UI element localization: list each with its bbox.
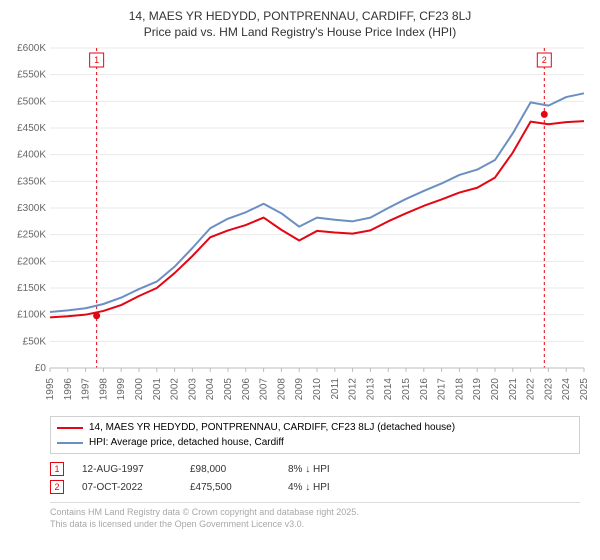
sale-price: £475,500 — [190, 482, 270, 493]
x-tick-label: 2005 — [223, 378, 234, 401]
y-tick-label: £100K — [17, 310, 46, 321]
sale-marker-index: 1 — [94, 55, 99, 65]
x-tick-label: 1998 — [98, 378, 109, 401]
legend-swatch — [57, 427, 83, 429]
x-tick-label: 2015 — [401, 378, 412, 401]
x-tick-label: 2020 — [490, 378, 501, 401]
x-tick-label: 2003 — [187, 378, 198, 401]
x-tick-label: 2000 — [134, 378, 145, 401]
x-tick-label: 2013 — [365, 378, 376, 401]
sale-row: 2 07-OCT-2022 £475,500 4% ↓ HPI — [50, 478, 580, 496]
x-tick-label: 1995 — [45, 378, 56, 401]
x-tick-label: 1996 — [63, 378, 74, 401]
x-tick-label: 2011 — [330, 378, 341, 400]
x-tick-label: 2023 — [543, 378, 554, 401]
y-tick-label: £550K — [17, 70, 46, 81]
x-tick-label: 2019 — [472, 378, 483, 401]
sale-delta-vs-hpi: 8% ↓ HPI — [288, 464, 368, 475]
y-tick-label: £200K — [17, 257, 46, 268]
sale-marker-index: 2 — [542, 55, 547, 65]
x-tick-label: 2010 — [312, 378, 323, 401]
sale-delta-vs-hpi: 4% ↓ HPI — [288, 482, 368, 493]
sales-table: 1 12-AUG-1997 £98,000 8% ↓ HPI 2 07-OCT-2022 £… — [50, 460, 580, 496]
legend-swatch — [57, 442, 83, 444]
x-tick-label: 2009 — [294, 378, 305, 401]
x-tick-label: 2007 — [259, 378, 270, 401]
x-tick-label: 2021 — [508, 378, 519, 401]
sale-row: 1 12-AUG-1997 £98,000 8% ↓ HPI — [50, 460, 580, 478]
chart-title-line1: 14, MAES YR HEDYDD, PONTPRENNAU, CARDIFF… — [8, 8, 592, 24]
y-tick-label: £250K — [17, 230, 46, 241]
y-tick-label: £450K — [17, 123, 46, 134]
price-chart-container: 14, MAES YR HEDYDD, PONTPRENNAU, CARDIFF… — [8, 8, 592, 531]
sale-date: 12-AUG-1997 — [82, 464, 172, 475]
y-tick-label: £600K — [17, 44, 46, 54]
x-tick-label: 2018 — [454, 378, 465, 401]
x-tick-label: 2001 — [152, 378, 163, 401]
legend-row: 14, MAES YR HEDYDD, PONTPRENNAU, CARDIFF… — [57, 420, 573, 435]
y-tick-label: £300K — [17, 203, 46, 214]
y-tick-label: £400K — [17, 150, 46, 161]
x-tick-label: 2017 — [437, 378, 448, 401]
sale-point-dot — [541, 111, 548, 118]
x-tick-label: 2025 — [579, 378, 590, 401]
sale-date: 07-OCT-2022 — [82, 482, 172, 493]
legend-label: HPI: Average price, detached house, Card… — [89, 435, 284, 450]
sale-index-box: 1 — [50, 462, 64, 476]
x-tick-label: 2014 — [383, 378, 394, 401]
sale-price: £98,000 — [190, 464, 270, 475]
series-hpi — [50, 94, 584, 313]
chart-title-line2: Price paid vs. HM Land Registry's House … — [8, 24, 592, 40]
y-tick-label: £350K — [17, 177, 46, 188]
legend-label: 14, MAES YR HEDYDD, PONTPRENNAU, CARDIFF… — [89, 420, 455, 435]
y-tick-label: £150K — [17, 283, 46, 294]
footer-line1: Contains HM Land Registry data © Crown c… — [50, 507, 580, 519]
y-tick-label: £50K — [23, 337, 47, 348]
footer-attribution: Contains HM Land Registry data © Crown c… — [50, 502, 580, 530]
sale-index-box: 2 — [50, 480, 64, 494]
x-tick-label: 2008 — [276, 378, 287, 401]
chart-title-block: 14, MAES YR HEDYDD, PONTPRENNAU, CARDIFF… — [8, 8, 592, 40]
sale-point-dot — [93, 313, 100, 320]
x-tick-label: 1997 — [81, 378, 92, 401]
chart-plot-area: £0 £50K £100K £150K £200K £250K £300K £350K £400… — [8, 44, 592, 404]
x-tick-label: 2002 — [170, 378, 181, 401]
y-tick-label: £0 — [35, 363, 47, 374]
y-tick-label: £500K — [17, 97, 46, 108]
footer-line2: This data is licensed under the Open Gov… — [50, 519, 580, 531]
x-tick-label: 2024 — [561, 378, 572, 401]
chart-svg: £0 £50K £100K £150K £200K £250K £300K £350K £400… — [8, 44, 592, 404]
x-tick-label: 2012 — [348, 378, 359, 401]
x-tick-label: 2016 — [419, 378, 430, 401]
x-tick-label: 2004 — [205, 378, 216, 401]
x-tick-label: 2022 — [526, 378, 537, 401]
x-tick-label: 1999 — [116, 378, 127, 401]
x-tick-label: 2006 — [241, 378, 252, 401]
legend-row: HPI: Average price, detached house, Card… — [57, 435, 573, 450]
legend: 14, MAES YR HEDYDD, PONTPRENNAU, CARDIFF… — [50, 416, 580, 454]
